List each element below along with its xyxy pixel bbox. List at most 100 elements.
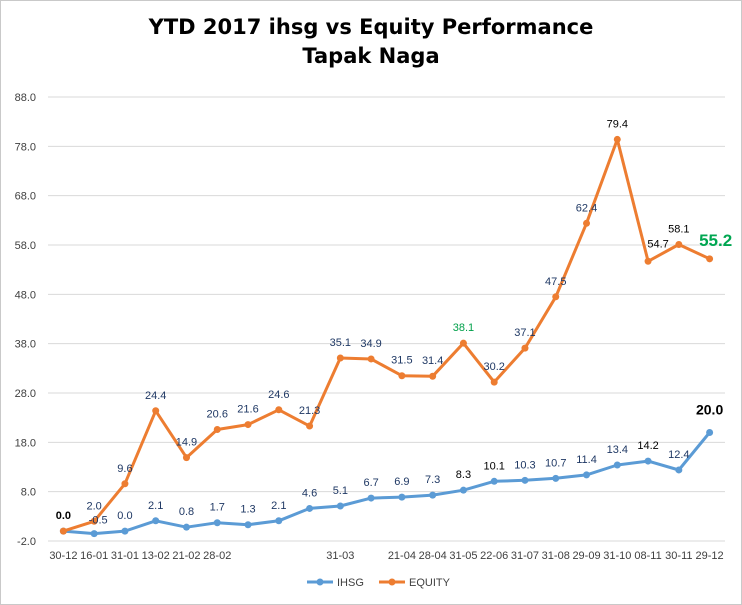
data-point-equity xyxy=(306,422,314,430)
data-point-ihsg xyxy=(490,477,498,485)
data-label-ihsg: 1.7 xyxy=(210,502,225,514)
data-point-ihsg xyxy=(90,530,98,538)
series-lines xyxy=(59,135,714,538)
data-point-equity xyxy=(521,344,529,352)
data-label-ihsg: 0.0 xyxy=(56,510,71,522)
data-label-ihsg: 0.8 xyxy=(179,506,194,518)
data-point-ihsg xyxy=(583,471,591,479)
data-label-equity: 9.6 xyxy=(117,463,132,475)
data-point-equity xyxy=(59,527,67,535)
data-point-ihsg xyxy=(367,494,375,502)
x-tick-label: 31-05 xyxy=(449,550,477,562)
data-label-ihsg: -0.5 xyxy=(89,515,108,527)
data-point-equity xyxy=(152,407,160,415)
data-label-ihsg: 11.4 xyxy=(576,454,597,466)
data-label-equity: 79.4 xyxy=(607,118,628,130)
data-label-ihsg: 0.0 xyxy=(117,510,132,522)
x-tick-label: 21-04 xyxy=(388,550,416,562)
data-point-equity xyxy=(459,339,467,347)
y-tick-label: -2.0 xyxy=(17,536,36,548)
legend: IHSG EQUITY xyxy=(307,577,451,589)
x-tick-label: 16-01 xyxy=(80,550,108,562)
series-line-equity xyxy=(61,137,712,533)
x-tick-label: 30-11 xyxy=(665,550,692,562)
y-axis-ticks: 88.0 78.0 68.0 58.0 48.0 38.0 28.0 18.0 8.0 -2.0 xyxy=(15,92,36,548)
data-label-ihsg: 20.0 xyxy=(696,401,723,417)
data-label-ihsg: 4.6 xyxy=(302,487,317,499)
y-tick-label: 58.0 xyxy=(15,240,36,252)
y-tick-label: 18.0 xyxy=(15,437,36,449)
y-tick-label: 38.0 xyxy=(15,339,36,351)
data-point-ihsg xyxy=(644,457,652,465)
data-point-ihsg xyxy=(459,486,467,494)
y-tick-label: 28.0 xyxy=(15,388,36,400)
data-point-ihsg xyxy=(182,523,190,531)
data-point-ihsg xyxy=(675,466,683,474)
data-point-equity xyxy=(182,454,190,462)
data-label-ihsg: 6.9 xyxy=(394,476,409,488)
chart-title: YTD 2017 ihsg vs Equity Performance xyxy=(148,15,594,39)
data-point-equity xyxy=(275,406,283,414)
data-point-ihsg xyxy=(521,476,529,484)
x-tick-label: 31-07 xyxy=(511,550,539,562)
x-tick-label: 29-12 xyxy=(696,550,724,562)
x-tick-label: 31-01 xyxy=(111,550,139,562)
data-label-equity: 62.4 xyxy=(576,202,597,214)
data-point-equity xyxy=(429,372,437,380)
data-point-equity xyxy=(552,293,560,301)
data-label-equity: 31.4 xyxy=(422,355,443,367)
data-label-equity: 37.1 xyxy=(514,327,535,339)
data-label-equity: 35.1 xyxy=(330,337,351,349)
data-label-equity: 55.2 xyxy=(699,231,732,250)
data-label-equity: 2.0 xyxy=(87,500,102,512)
data-label-equity: 58.1 xyxy=(668,224,689,236)
data-label-equity: 24.6 xyxy=(268,389,289,401)
data-label-equity: 34.9 xyxy=(360,338,381,350)
data-label-ihsg: 1.3 xyxy=(240,504,255,516)
x-tick-label: 29-09 xyxy=(572,550,600,562)
data-label-ihsg: 10.7 xyxy=(545,457,566,469)
data-label-ihsg: 5.1 xyxy=(333,485,348,497)
data-label-equity: 21.6 xyxy=(237,404,258,416)
data-point-equity xyxy=(490,378,498,386)
data-point-equity xyxy=(583,219,591,227)
data-point-equity xyxy=(367,355,375,363)
y-tick-label: 8.0 xyxy=(21,487,36,499)
data-point-equity xyxy=(90,517,98,525)
y-tick-label: 78.0 xyxy=(15,141,36,153)
data-point-equity xyxy=(644,257,652,265)
data-point-ihsg xyxy=(706,428,714,436)
data-point-ihsg xyxy=(336,502,344,510)
data-point-ihsg xyxy=(275,517,283,525)
data-label-ihsg: 6.7 xyxy=(363,477,378,489)
data-point-equity xyxy=(244,421,252,429)
gridlines xyxy=(48,96,725,542)
legend-label-equity: EQUITY xyxy=(409,577,451,589)
data-point-ihsg xyxy=(244,521,252,529)
data-label-ihsg: 10.3 xyxy=(514,459,535,471)
data-label-equity: 54.7 xyxy=(647,238,668,250)
data-label-equity: 21.3 xyxy=(299,405,320,417)
data-label-equity: 31.5 xyxy=(391,355,412,367)
data-point-equity xyxy=(213,426,221,434)
data-label-equity: 14.9 xyxy=(176,437,197,449)
data-label-ihsg: 7.3 xyxy=(425,474,440,486)
y-tick-label: 68.0 xyxy=(15,191,36,203)
legend-marker-equity xyxy=(388,578,396,586)
x-tick-label: 31-03 xyxy=(326,550,354,562)
data-point-ihsg xyxy=(152,517,160,525)
data-point-ihsg xyxy=(398,493,406,501)
data-label-equity: 20.6 xyxy=(207,409,228,421)
x-axis-ticks: 30-12 16-01 31-01 13-02 21-02 28-02 31-03 21-04… xyxy=(49,550,723,562)
data-label-ihsg: 2.1 xyxy=(271,500,286,512)
data-point-ihsg xyxy=(306,504,314,512)
x-tick-label: 22-06 xyxy=(480,550,508,562)
data-point-ihsg xyxy=(613,461,621,469)
data-label-equity: 24.4 xyxy=(145,390,166,402)
x-tick-label: 28-02 xyxy=(203,550,231,562)
data-point-ihsg xyxy=(429,491,437,499)
x-tick-label: 08-11 xyxy=(634,550,661,562)
x-tick-label: 21-02 xyxy=(172,550,200,562)
